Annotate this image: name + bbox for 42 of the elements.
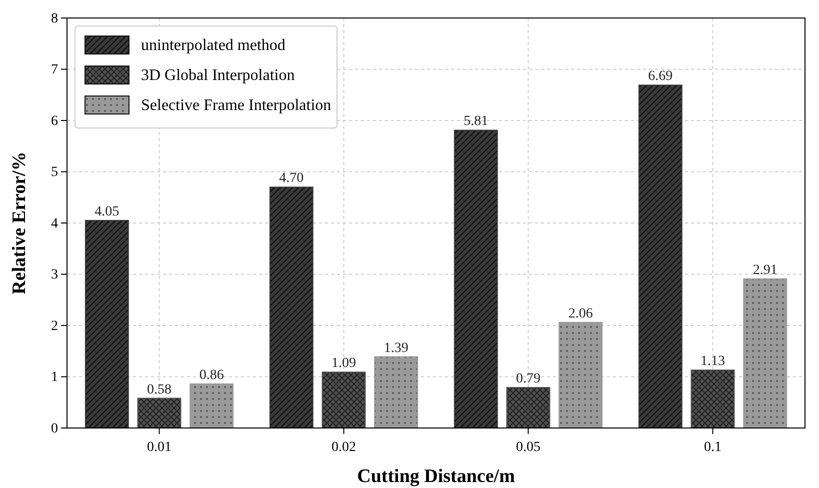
y-tick-label: 3 xyxy=(51,268,58,283)
y-tick-label: 5 xyxy=(51,165,58,180)
legend-label: 3D Global Interpolation xyxy=(141,67,295,84)
bar xyxy=(269,186,314,428)
bar xyxy=(506,387,550,428)
data-label: 4.70 xyxy=(279,171,304,186)
x-tick-label: 0.05 xyxy=(516,440,540,455)
x-tick-label: 0.01 xyxy=(147,440,172,455)
bar xyxy=(638,84,682,428)
bar xyxy=(137,398,182,428)
data-label: 1.13 xyxy=(700,354,725,370)
data-label: 0.86 xyxy=(199,368,224,383)
y-tick-label: 7 xyxy=(51,62,58,78)
data-label: 2.91 xyxy=(752,262,778,278)
bar xyxy=(558,322,603,428)
data-label: 4.05 xyxy=(94,204,120,220)
bar xyxy=(190,383,234,428)
bar xyxy=(690,370,735,428)
y-tick-label: 2 xyxy=(51,318,58,334)
data-label: 2.06 xyxy=(568,306,593,322)
data-label: 1.09 xyxy=(332,356,356,372)
y-tick-label: 8 xyxy=(51,11,58,26)
x-axis-title: Cutting Distance/m xyxy=(357,466,516,487)
data-label: 0.79 xyxy=(516,372,540,387)
data-label: 5.81 xyxy=(464,114,488,130)
y-tick-label: 1 xyxy=(51,370,58,386)
legend-label: uninterpolated method xyxy=(141,37,286,54)
bar xyxy=(84,220,129,428)
data-label: 1.39 xyxy=(384,340,408,356)
data-label: 0.58 xyxy=(147,382,172,398)
y-tick-label: 4 xyxy=(51,216,58,232)
y-tick-label: 6 xyxy=(51,114,58,129)
bar xyxy=(322,372,366,428)
data-label: 6.69 xyxy=(648,69,673,84)
y-axis-title: Relative Error/% xyxy=(9,152,30,294)
y-tick-label: 0 xyxy=(51,421,58,436)
bar xyxy=(743,278,788,428)
bar xyxy=(374,356,418,428)
x-tick-label: 0.02 xyxy=(332,440,356,455)
x-tick-label: 0.1 xyxy=(704,440,722,455)
bar xyxy=(454,130,498,428)
legend-label: Selective Frame Interpolation xyxy=(141,97,332,114)
